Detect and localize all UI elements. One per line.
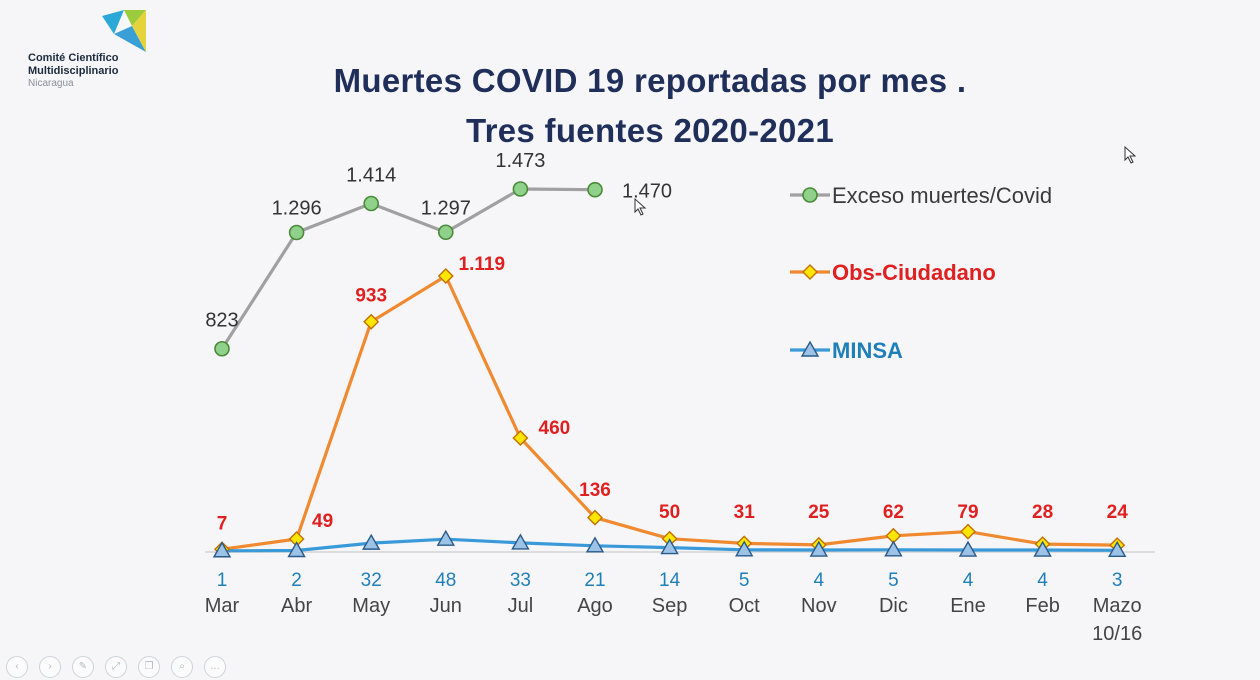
x-tick-label-oct: Oct bbox=[729, 595, 761, 617]
link-icon[interactable]: ⤢ bbox=[105, 656, 127, 678]
mouse-cursor-icon bbox=[1124, 146, 1137, 164]
point-exceso-abr bbox=[288, 224, 305, 241]
point-minsa-jul bbox=[511, 533, 530, 550]
point-exceso-jun bbox=[437, 224, 454, 241]
chart-title-line-1: Muertes COVID 19 reportadas por mes . bbox=[333, 62, 967, 99]
x-tick-label-dic: Dic bbox=[879, 595, 908, 617]
copy-icon[interactable]: ❐ bbox=[138, 656, 160, 678]
x-tick-label-sep: Sep bbox=[652, 595, 688, 617]
chart-title-line-2: Tres fuentes 2020-2021 bbox=[466, 112, 834, 149]
logo-line-1: Comité Científico bbox=[28, 52, 119, 64]
point-exceso-ago bbox=[587, 181, 603, 198]
x-tick-label-jun: Jun bbox=[430, 595, 462, 617]
point-minsa-ago bbox=[585, 536, 605, 553]
point-exceso-jul bbox=[512, 181, 529, 197]
point-minsa-oct bbox=[734, 540, 754, 557]
legend-label-obs: Obs-Ciudadano bbox=[832, 260, 996, 285]
data-label-obs-12: 24 bbox=[1107, 502, 1129, 523]
data-label-exceso-1: 1.296 bbox=[272, 197, 322, 219]
data-label-minsa-9: 5 bbox=[888, 570, 899, 591]
prev-icon[interactable]: ‹ bbox=[6, 656, 28, 678]
x-tick-label-mazo: Mazo bbox=[1093, 595, 1142, 617]
legend-marker-exceso bbox=[802, 187, 818, 203]
data-label-obs-5: 136 bbox=[579, 480, 611, 501]
point-minsa-may bbox=[361, 533, 381, 550]
x-tick-label-abr: Abr bbox=[281, 595, 312, 617]
zoom-icon[interactable]: ⌕ bbox=[171, 656, 193, 678]
x-tick-label-ago: Ago bbox=[577, 595, 613, 617]
point-minsa-mazo bbox=[1107, 540, 1127, 557]
legend-label-exceso: Exceso muertes/Covid bbox=[832, 183, 1052, 208]
point-obs-jun bbox=[437, 268, 454, 284]
data-label-obs-8: 25 bbox=[808, 502, 830, 523]
data-label-minsa-5: 21 bbox=[584, 570, 605, 591]
point-minsa-abr bbox=[287, 541, 306, 558]
data-label-minsa-3: 48 bbox=[435, 570, 456, 591]
legend-marker-minsa bbox=[800, 340, 820, 357]
data-label-obs-0: 7 bbox=[217, 513, 228, 534]
data-label-minsa-6: 14 bbox=[659, 570, 681, 591]
data-label-obs-9: 62 bbox=[883, 502, 904, 523]
point-minsa-ene bbox=[958, 540, 978, 557]
series-line-exceso bbox=[220, 187, 596, 350]
data-label-obs-4: 460 bbox=[539, 418, 571, 439]
point-minsa-nov bbox=[809, 540, 829, 557]
point-minsa-jun bbox=[436, 529, 456, 546]
presentation-toolbar: ‹ › ✎ ⤢ ❐ ⌕ … bbox=[0, 652, 280, 680]
next-icon[interactable]: › bbox=[39, 656, 61, 678]
data-label-obs-10: 79 bbox=[957, 502, 978, 523]
data-label-obs-1: 49 bbox=[312, 511, 333, 532]
pen-icon[interactable]: ✎ bbox=[72, 656, 94, 678]
logo-line-2: Multidisciplinario bbox=[28, 65, 119, 77]
x-tick-label-feb: Feb bbox=[1025, 595, 1059, 617]
data-label-minsa-0: 1 bbox=[217, 570, 228, 591]
data-label-minsa-8: 4 bbox=[814, 570, 825, 591]
data-label-obs-3: 1.119 bbox=[459, 254, 506, 275]
x-tick-note: 10/16 bbox=[1092, 623, 1142, 645]
x-tick-label-ene: Ene bbox=[950, 595, 986, 617]
data-label-obs-11: 28 bbox=[1032, 502, 1053, 523]
point-minsa-mar bbox=[212, 541, 232, 558]
x-tick-label-nov: Nov bbox=[801, 595, 837, 617]
point-exceso-may bbox=[363, 195, 380, 212]
point-minsa-sep bbox=[660, 538, 679, 555]
data-label-minsa-1: 2 bbox=[291, 570, 302, 591]
point-obs-ene bbox=[960, 523, 976, 540]
data-label-obs-6: 50 bbox=[659, 502, 680, 523]
data-label-minsa-2: 32 bbox=[361, 570, 382, 591]
data-label-minsa-4: 33 bbox=[510, 570, 531, 591]
point-exceso-mar bbox=[214, 340, 230, 357]
logo: Comité Científico Multidisciplinario Nic… bbox=[28, 8, 168, 89]
mouse-cursor-icon-2 bbox=[634, 198, 647, 216]
logo-mark-icon bbox=[102, 10, 146, 52]
data-label-minsa-11: 4 bbox=[1037, 570, 1048, 591]
logo-line-3: Nicaragua bbox=[28, 78, 74, 89]
point-obs-may bbox=[363, 313, 380, 330]
point-obs-jul bbox=[512, 429, 529, 446]
x-tick-label-may: May bbox=[352, 595, 390, 617]
point-obs-ago bbox=[587, 509, 603, 526]
data-label-exceso-0: 823 bbox=[205, 310, 238, 332]
more-icon[interactable]: … bbox=[204, 656, 226, 678]
legend-label-minsa: MINSA bbox=[832, 338, 903, 363]
legend-marker-obs bbox=[802, 264, 818, 280]
data-label-exceso-4: 1.473 bbox=[495, 150, 545, 172]
data-label-exceso-2: 1.414 bbox=[346, 164, 396, 186]
point-minsa-dic bbox=[884, 540, 903, 557]
data-label-obs-2: 933 bbox=[355, 286, 387, 307]
data-label-exceso-5: 1.470 bbox=[622, 181, 672, 203]
point-minsa-feb bbox=[1033, 540, 1052, 557]
x-tick-label-mar: Mar bbox=[205, 595, 240, 617]
x-tick-label-jul: Jul bbox=[508, 595, 534, 617]
data-label-minsa-12: 3 bbox=[1112, 570, 1123, 591]
data-label-minsa-7: 5 bbox=[739, 570, 750, 591]
data-label-exceso-3: 1.297 bbox=[421, 197, 471, 219]
data-label-obs-7: 31 bbox=[734, 502, 756, 523]
data-label-minsa-10: 4 bbox=[963, 570, 974, 591]
